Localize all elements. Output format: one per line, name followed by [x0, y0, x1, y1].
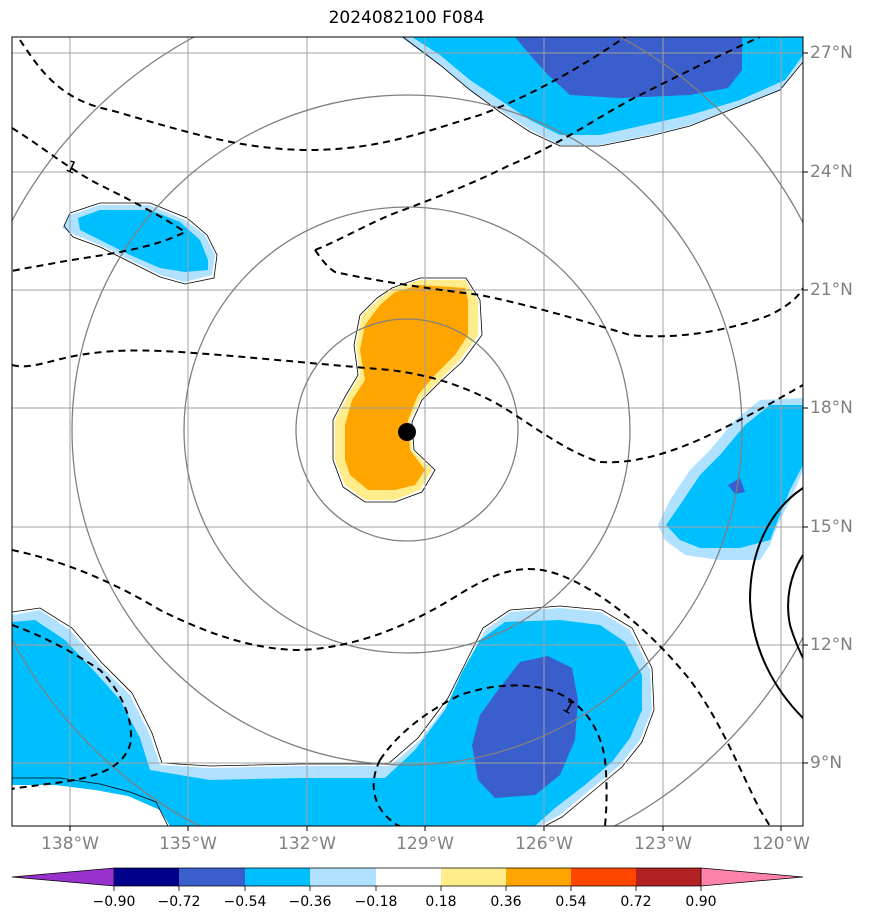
colorbar-tick-label: 0.54	[555, 894, 587, 910]
outline-contours	[12, 37, 803, 826]
lat-label-18n: 18°N	[810, 398, 853, 418]
range-rings	[12, 37, 803, 826]
lat-label-9n: 9°N	[810, 753, 843, 773]
contour-label-1: 1	[63, 156, 80, 178]
colorbar-seg-7	[506, 868, 571, 886]
map-title: 2024082100 F084	[328, 8, 485, 28]
dashed-contours	[12, 37, 803, 826]
colorbar-tick-label: −0.72	[157, 894, 201, 910]
shaded-regions	[12, 37, 803, 826]
colorbar-extend-low	[11, 867, 115, 887]
colorbar-tick-label: −0.18	[354, 894, 398, 910]
colorbar-seg-8	[571, 868, 636, 886]
colorbar-tick-label: 0.36	[490, 894, 522, 910]
colorbar-seg-4	[310, 868, 376, 886]
lon-label-132w: 132°W	[278, 834, 336, 854]
lon-label-123w: 123°W	[634, 834, 692, 854]
lat-label-27n: 27°N	[810, 43, 853, 63]
lat-label-24n: 24°N	[810, 162, 853, 182]
colorbar-seg-1	[114, 868, 179, 886]
shade-deep-blue-top	[515, 37, 742, 98]
storm-center-marker	[398, 423, 416, 441]
colorbar	[11, 867, 804, 891]
lon-label-120w: 120°W	[752, 834, 810, 854]
axis-ticks	[69, 52, 808, 831]
lon-label-126w: 126°W	[515, 834, 573, 854]
shade-orange-center	[345, 285, 468, 490]
colorbar-tick-label: 0.18	[425, 894, 457, 910]
shade-blue-right	[666, 405, 803, 548]
colorbar-tick-label: −0.90	[92, 894, 136, 910]
colorbar-tick-label: −0.36	[288, 894, 332, 910]
colorbar-extend-high	[700, 867, 804, 887]
map-frame	[11, 36, 804, 827]
colorbar-seg-6	[441, 868, 506, 886]
lat-label-21n: 21°N	[810, 280, 853, 300]
colorbar-tick-label: 0.72	[620, 894, 652, 910]
lat-label-15n: 15°N	[810, 517, 853, 537]
colorbar-tick-label: −0.54	[223, 894, 267, 910]
colorbar-tick-label: 0.90	[685, 894, 717, 910]
shade-blue-left	[78, 210, 208, 272]
lat-label-12n: 12°N	[810, 635, 853, 655]
colorbar-seg-2	[179, 868, 245, 886]
solid-contours	[748, 487, 803, 719]
lat-lon-grid	[12, 37, 803, 826]
lon-label-135w: 135°W	[159, 834, 217, 854]
colorbar-seg-3	[245, 868, 310, 886]
shade-deep-blue-right	[728, 478, 745, 494]
colorbar-seg-5	[376, 868, 441, 886]
colorbar-seg-9	[636, 868, 701, 886]
lon-label-138w: 138°W	[41, 834, 99, 854]
lon-label-129w: 129°W	[396, 834, 454, 854]
